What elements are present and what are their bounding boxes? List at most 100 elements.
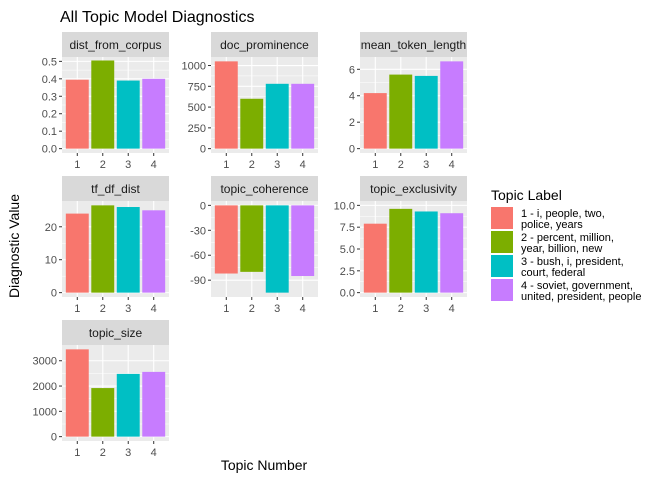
y-tick-label: 0 xyxy=(200,200,206,212)
facet-panel-doc-prominence: doc_prominence 0 250 500 750 1000 1 2 3 4 xyxy=(182,32,318,171)
y-tick-label: 0.1 xyxy=(42,126,57,138)
bar-topic-3 xyxy=(116,80,140,149)
facet-panels: dist_from_corpus 0.0 0.1 0.2 0.3 0.4 0.5 1 2 3 4 do… xyxy=(33,32,467,459)
bar-topic-4 xyxy=(142,210,166,293)
x-tick-label: 2 xyxy=(100,303,106,315)
y-tick-label: 2000 xyxy=(33,381,57,393)
y-tick-label: 2.5 xyxy=(340,266,355,278)
legend-label-line: 3 - bush, i, president, xyxy=(521,256,624,268)
y-tick-label: 0 xyxy=(200,144,206,156)
bar-topic-4 xyxy=(291,83,315,149)
legend-key-2 xyxy=(491,231,513,253)
x-tick-label: 4 xyxy=(151,159,157,171)
x-tick-label: 4 xyxy=(300,159,306,171)
y-tick-label: 0 xyxy=(349,144,355,156)
bar-topic-4 xyxy=(291,205,315,277)
y-tick-label: 2 xyxy=(349,117,355,129)
legend-key-4 xyxy=(491,279,513,301)
strip-label: topic_coherence xyxy=(220,182,308,196)
bar-topic-4 xyxy=(440,61,464,149)
strip-label: dist_from_corpus xyxy=(69,38,161,52)
y-tick-label: 10 xyxy=(45,255,57,267)
facet-panel-tf-df-dist: tf_df_dist 0 10 20 1 2 3 4 xyxy=(45,176,169,315)
bar-topic-2 xyxy=(389,74,413,149)
y-tick-label: 0.4 xyxy=(42,74,57,86)
x-tick-label: 2 xyxy=(249,159,255,171)
strip-label: tf_df_dist xyxy=(91,182,140,196)
x-tick-label: 1 xyxy=(223,303,229,315)
bar-topic-4 xyxy=(142,371,166,437)
legend-label-2: 2 - percent, million, year, billion, new xyxy=(521,232,614,255)
x-tick-label: 3 xyxy=(423,303,429,315)
strip-label: doc_prominence xyxy=(220,38,309,52)
bar-topic-1 xyxy=(363,223,387,293)
bar-topic-2 xyxy=(240,98,264,149)
strip-background xyxy=(62,320,169,345)
bar-topic-2 xyxy=(91,205,115,293)
legend-label-line: 2 - percent, million, xyxy=(521,232,614,244)
x-axis-label: Topic Number xyxy=(221,457,308,473)
y-tick-label: 250 xyxy=(188,123,206,135)
legend-label-line: year, billion, new xyxy=(521,243,602,255)
bar-topic-3 xyxy=(414,75,438,149)
y-tick-label: 4 xyxy=(349,91,355,103)
strip-background xyxy=(62,176,169,201)
bar-topic-3 xyxy=(116,373,140,437)
strip-background xyxy=(360,32,467,57)
y-tick-label: 0 xyxy=(51,432,57,444)
bar-topic-4 xyxy=(440,213,464,293)
strip-label: topic_exclusivity xyxy=(370,182,457,196)
strip-background xyxy=(211,32,318,57)
x-tick-label: 3 xyxy=(125,303,131,315)
legend-label-line: court, federal xyxy=(521,267,585,279)
legend-key-3 xyxy=(491,255,513,277)
legend-label-1: 1 - i, people, two, police, years xyxy=(521,208,605,231)
y-tick-label: 6 xyxy=(349,64,355,76)
legend-title: Topic Label xyxy=(491,187,562,203)
x-tick-label: 2 xyxy=(100,447,106,459)
y-tick-label: 1000 xyxy=(182,61,206,73)
y-tick-label: 500 xyxy=(188,102,206,114)
x-tick-label: 1 xyxy=(74,447,80,459)
strip-background xyxy=(360,176,467,201)
strip-background xyxy=(62,32,169,57)
legend-label-line: police, years xyxy=(521,219,583,231)
facet-panel-dist-from-corpus: dist_from_corpus 0.0 0.1 0.2 0.3 0.4 0.5 1 2 3 4 xyxy=(42,32,169,171)
x-tick-label: 4 xyxy=(151,447,157,459)
x-tick-label: 1 xyxy=(372,159,378,171)
x-tick-label: 2 xyxy=(398,303,404,315)
x-tick-label: 4 xyxy=(151,303,157,315)
facet-panel-topic-size: topic_size 0 1000 2000 3000 1 2 3 4 xyxy=(33,320,169,459)
facet-panel-topic-coherence: topic_coherence 0 -30 -60 -90 1 2 3 4 xyxy=(190,176,318,315)
strip-background xyxy=(211,176,318,201)
y-tick-label: 3000 xyxy=(33,356,57,368)
y-tick-label: 10.0 xyxy=(334,200,355,212)
x-tick-label: 1 xyxy=(372,303,378,315)
y-tick-label: 0.2 xyxy=(42,109,57,121)
y-tick-label: 0.0 xyxy=(340,288,355,300)
legend-label-3: 3 - bush, i, president, court, federal xyxy=(521,256,624,279)
bar-topic-2 xyxy=(389,208,413,293)
y-tick-label: 7.5 xyxy=(340,222,355,234)
x-tick-label: 4 xyxy=(449,159,455,171)
bar-topic-1 xyxy=(65,349,89,437)
y-tick-label: 0 xyxy=(51,288,57,300)
y-tick-label: 0.0 xyxy=(42,144,57,156)
facet-panel-mean-token-length: mean_token_length 0 2 4 6 1 2 3 4 xyxy=(349,32,467,171)
bar-topic-3 xyxy=(116,207,140,293)
x-tick-label: 1 xyxy=(223,159,229,171)
y-tick-label: 750 xyxy=(188,81,206,93)
x-tick-label: 1 xyxy=(74,159,80,171)
y-tick-label: -30 xyxy=(190,225,206,237)
x-tick-label: 3 xyxy=(423,159,429,171)
y-tick-label: 0.3 xyxy=(42,91,57,103)
bar-topic-3 xyxy=(414,211,438,293)
y-tick-label: 0.5 xyxy=(42,56,57,68)
x-tick-label: 2 xyxy=(249,303,255,315)
bar-topic-1 xyxy=(65,79,89,149)
bar-topic-1 xyxy=(214,61,238,149)
strip-label: mean_token_length xyxy=(361,38,466,52)
bar-topic-2 xyxy=(91,60,115,149)
x-tick-label: 4 xyxy=(300,303,306,315)
strip-label: topic_size xyxy=(89,326,143,340)
